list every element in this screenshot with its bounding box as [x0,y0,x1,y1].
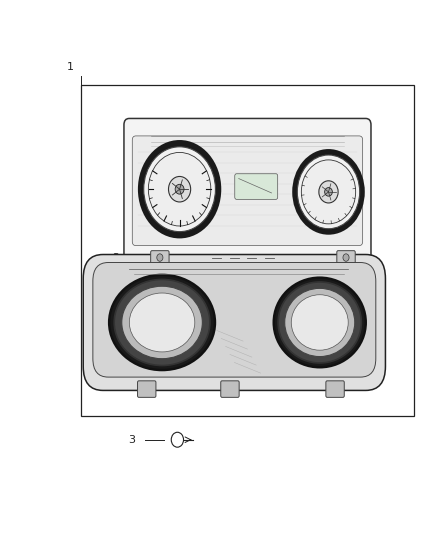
FancyBboxPatch shape [132,136,363,246]
FancyBboxPatch shape [235,174,278,199]
Ellipse shape [293,150,364,233]
FancyBboxPatch shape [151,251,169,265]
Ellipse shape [144,147,215,232]
Bar [81,85,414,416]
Ellipse shape [139,141,220,237]
Text: 1: 1 [67,62,74,72]
Ellipse shape [297,155,360,229]
Ellipse shape [129,293,195,352]
Circle shape [343,254,349,261]
Ellipse shape [301,160,356,224]
Ellipse shape [291,295,348,350]
Circle shape [157,254,163,261]
FancyBboxPatch shape [124,118,371,263]
Ellipse shape [148,152,211,226]
FancyBboxPatch shape [93,263,376,377]
FancyBboxPatch shape [221,381,239,398]
Ellipse shape [109,275,215,370]
Ellipse shape [122,286,202,359]
FancyBboxPatch shape [138,381,156,398]
Circle shape [171,432,184,447]
FancyBboxPatch shape [337,251,355,265]
Text: 3: 3 [128,435,135,445]
Ellipse shape [114,279,210,366]
FancyBboxPatch shape [83,255,385,390]
Ellipse shape [169,176,191,202]
Ellipse shape [274,278,366,367]
Ellipse shape [319,181,338,203]
Ellipse shape [278,282,361,363]
Text: 2: 2 [113,253,120,262]
FancyBboxPatch shape [326,381,344,398]
Ellipse shape [285,288,355,357]
Ellipse shape [325,188,332,196]
Ellipse shape [175,184,184,194]
